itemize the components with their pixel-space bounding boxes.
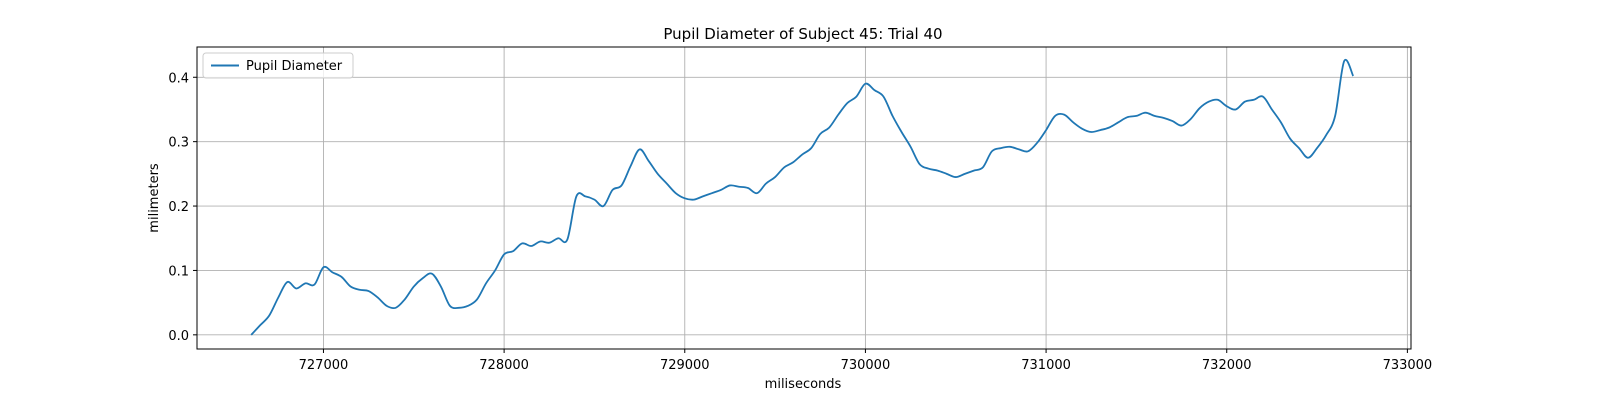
legend-box bbox=[202, 52, 354, 79]
x-axis: 727000 728000 729000 730000 731000 732000 7330… bbox=[299, 349, 1433, 373]
x-tick-label: 730000 bbox=[841, 358, 891, 373]
legend-label-pupil-diameter: Pupil Diameter bbox=[246, 59, 343, 74]
plot-area bbox=[250, 58, 1355, 336]
legend: Pupil Diameter bbox=[202, 52, 354, 79]
x-axis-label: miliseconds bbox=[765, 377, 842, 392]
grid bbox=[197, 47, 1411, 349]
series-line-pupil-diameter bbox=[250, 58, 1355, 336]
x-tick-label: 727000 bbox=[299, 358, 349, 373]
y-tick-label: 0.2 bbox=[168, 200, 189, 215]
x-tick-label: 732000 bbox=[1202, 358, 1252, 373]
x-tick-label: 729000 bbox=[660, 358, 710, 373]
x-tick-label: 733000 bbox=[1383, 358, 1433, 373]
y-axis: 0.0 0.1 0.2 0.3 0.4 bbox=[168, 71, 197, 344]
y-tick-label: 0.3 bbox=[168, 136, 189, 151]
y-tick-label: 0.1 bbox=[168, 264, 189, 279]
chart-title: Pupil Diameter of Subject 45: Trial 40 bbox=[663, 25, 942, 43]
x-tick-label: 731000 bbox=[1021, 358, 1071, 373]
x-tick-label: 728000 bbox=[479, 358, 529, 373]
y-tick-label: 0.4 bbox=[168, 71, 189, 86]
y-tick-label: 0.0 bbox=[168, 329, 189, 344]
plot-frame bbox=[196, 46, 1412, 350]
y-axis-label: milimeters bbox=[147, 163, 162, 233]
